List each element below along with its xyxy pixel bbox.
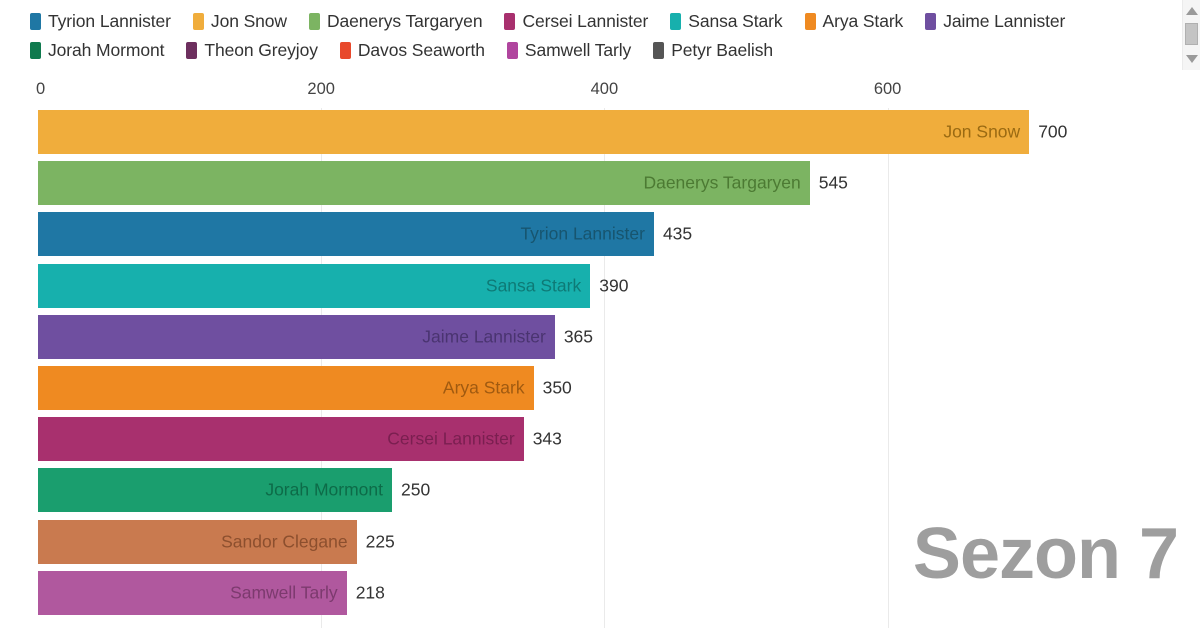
bar-category-label: Jaime Lannister [422,326,546,347]
legend-item-label: Tyrion Lannister [48,11,171,31]
x-axis: 0 200 400 600 [0,80,1200,108]
legend-swatch-icon [653,42,665,59]
bar-category-label: Daenerys Targaryen [643,172,801,193]
legend-item[interactable]: Arya Stark [804,10,904,33]
bar-value-label: 365 [563,326,594,347]
legend-item[interactable]: Samwell Tarly [506,39,632,62]
bar[interactable]: Tyrion Lannister [38,212,654,257]
bar-value-label: 350 [542,377,572,398]
scrollbar-thumb[interactable] [1185,23,1198,45]
bar-category-label: Sandor Clegane [221,531,348,552]
chart-legend: Tyrion Lannister Jon Snow Daenerys Targary… [30,10,1150,62]
legend-item[interactable]: Sansa Stark [670,10,783,33]
gridline [887,108,889,628]
legend-item[interactable]: Theon Greyjoy [186,39,318,62]
bar-row: Daenerys Targaryen 545 [0,161,1200,206]
bar-row: Tyrion Lannister 435 [0,212,1200,257]
legend-swatch-icon [804,13,816,30]
bar-row: Cersei Lannister 343 [0,417,1200,462]
legend-item[interactable]: Jon Snow [192,10,287,33]
legend-item[interactable]: Tyrion Lannister [30,10,171,33]
legend-item-label: Petyr Baelish [671,40,774,60]
legend-item-label: Arya Stark [822,11,904,31]
x-axis-tick-label: 400 [590,80,619,98]
legend-item[interactable]: Petyr Baelish [653,39,773,62]
bar-value-label: 225 [365,531,395,552]
bar-value-label: 435 [662,223,693,244]
legend-swatch-icon [30,13,41,30]
x-axis-tick-label: 200 [307,80,335,98]
bar-category-label: Cersei Lannister [387,428,515,449]
legend-item[interactable]: Davos Seaworth [339,39,485,62]
bar-value-label: 218 [355,582,385,603]
legend-item[interactable]: Cersei Lannister [504,10,648,33]
bar-row: Samwell Tarly 218 [0,570,1200,615]
bar-category-label: Jorah Mormont [265,479,383,500]
bar[interactable]: Arya Stark [38,366,534,410]
bar[interactable]: Daenerys Targaryen [38,161,810,206]
legend-item-label: Jon Snow [210,11,287,31]
bar-value-label: 390 [599,275,629,296]
bar[interactable]: Jon Snow [38,110,1030,154]
bar-value-label: 700 [1038,121,1068,142]
season-watermark: Sezon 7 [912,514,1179,594]
legend-item-label: Theon Greyjoy [204,40,318,60]
gridline [604,108,606,628]
x-axis-tick-label: 600 [873,80,902,98]
bar-row: Sandor Clegane 225 [0,519,1200,564]
bar[interactable]: Jaime Lannister [38,314,555,359]
legend-item-label: Jorah Mormont [48,40,165,60]
bar-category-label: Jon Snow [943,121,1021,142]
bar[interactable]: Samwell Tarly [38,570,347,615]
bar-category-label: Tyrion Lannister [520,223,645,244]
scroll-up-icon[interactable] [1185,7,1198,15]
bar-row: Jaime Lannister 365 [0,314,1200,359]
bar-row: Arya Stark 350 [0,366,1200,410]
bar-category-label: Sansa Stark [485,275,582,296]
bar-category-label: Samwell Tarly [230,582,338,603]
legend-swatch-icon [506,42,518,59]
bar[interactable]: Sansa Stark [38,263,591,308]
x-axis-tick-label: 0 [36,80,46,98]
vertical-scrollbar[interactable] [1182,0,1200,70]
legend-item[interactable]: Daenerys Targaryen [308,10,483,33]
bar-value-label: 343 [532,428,562,449]
legend-swatch-icon [504,13,516,30]
legend-item-label: Cersei Lannister [522,11,649,31]
legend-item-label: Jaime Lannister [943,11,1066,31]
bar[interactable]: Jorah Mormont [38,468,392,513]
legend-swatch-icon [30,42,41,59]
bar-value-label: 545 [818,172,848,193]
legend-swatch-icon [339,42,351,59]
legend-item-label: Sansa Stark [688,11,783,31]
legend-item-label: Samwell Tarly [524,40,632,60]
bar[interactable]: Cersei Lannister [38,417,524,462]
bar-row: Jorah Mormont 250 [0,468,1200,513]
legend-swatch-icon [308,13,320,30]
legend-swatch-icon [925,13,937,30]
scroll-down-icon[interactable] [1185,55,1198,63]
legend-item[interactable]: Jorah Mormont [30,39,164,62]
bar-row: Jon Snow 700 [0,110,1200,154]
legend-swatch-icon [186,42,198,59]
bars-container: Jon Snow 700 Daenerys Targaryen 545 Tyrion L… [0,108,1200,628]
bar-value-label: 250 [401,479,431,500]
legend-swatch-icon [192,13,204,30]
legend-swatch-icon [670,13,682,30]
bar[interactable]: Sandor Clegane [38,519,357,564]
plot-area: 0 200 400 600 Sezon 7 Jon Snow 700 Daenerys T… [0,80,1200,628]
legend-item-label: Davos Seaworth [357,40,485,60]
bar-row: Sansa Stark 390 [0,263,1200,308]
bar-category-label: Arya Stark [442,377,525,398]
legend-item-label: Daenerys Targaryen [326,11,483,31]
legend-item[interactable]: Jaime Lannister [925,10,1065,33]
